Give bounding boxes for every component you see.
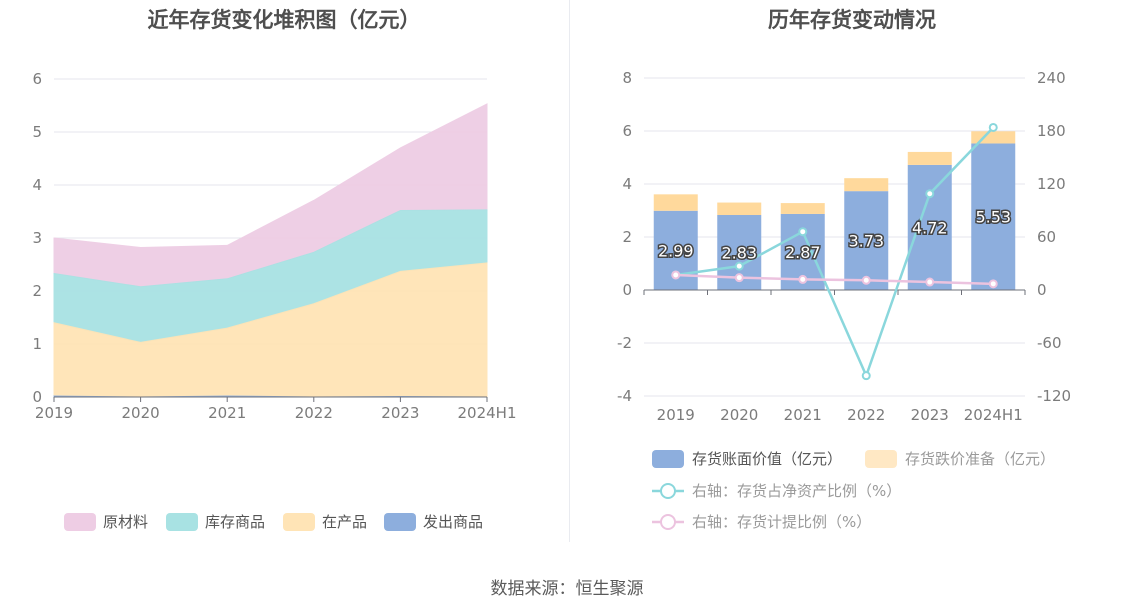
bar-value-label: 2.83: [721, 244, 757, 263]
line-point-provision: [734, 273, 744, 283]
right-chart-title: 历年存货变动情况: [768, 8, 936, 32]
line-point-provision: [925, 277, 935, 287]
bar-line-chart: -4 -2 0 2 4 6 8 -120 -60 0 60 120 180 240 2019 2020 2021…: [617, 69, 1071, 531]
y-tick-label: 2: [622, 228, 632, 246]
y-tick-label: 0: [622, 281, 632, 299]
legend-label-provision: 右轴：存货计提比例（%）: [692, 513, 871, 531]
y-tick-label: -2: [617, 334, 632, 352]
stacked-area-panel: 近年存货变化堆积图（亿元） 0 1 2 3 4 5 6 2019 2020 2021 2022 202…: [0, 0, 568, 560]
line-point-provision: [671, 270, 681, 280]
line-netAsset: [675, 126, 995, 380]
y-tick-label: 0: [32, 388, 42, 406]
panel-divider: [569, 0, 570, 542]
y2-tick-label: -60: [1037, 334, 1062, 352]
bar-book-value: [907, 164, 952, 290]
y-tick-label: 6: [32, 70, 42, 88]
x-tick-label: 2020: [720, 406, 758, 424]
y-tick-label: 5: [32, 123, 42, 141]
bar-impairment: [907, 151, 952, 165]
bar-impairment: [780, 203, 825, 214]
bar-book-value: [844, 191, 889, 290]
bar-impairment: [844, 178, 889, 192]
legend-marker-netAsset: [660, 483, 676, 499]
line-point-provision: [988, 279, 998, 289]
x-tick-label: 2020: [122, 404, 160, 422]
legend-label-impair: 存货跌价准备（亿元）: [905, 450, 1055, 468]
y-tick-label: 1: [32, 335, 42, 353]
y-tick-label: -4: [617, 387, 632, 405]
legend-label-book: 存货账面价值（亿元）: [692, 450, 842, 468]
line-point-netAsset: [861, 371, 871, 381]
line-provision: [675, 273, 994, 286]
y-tick-label: 2: [32, 282, 42, 300]
line-point-netAsset: [734, 261, 744, 271]
x-tick-label: 2022: [847, 406, 885, 424]
legend-swatch-shipped: [384, 513, 416, 531]
legend-label-shipped: 发出商品: [423, 513, 483, 531]
legend-label-raw: 原材料: [103, 513, 148, 531]
x-tick-label: 2024H1: [964, 406, 1023, 424]
legend-marker-provision: [660, 514, 676, 530]
y-tick-label: 8: [622, 69, 632, 87]
legend-label-netAsset: 右轴：存货占净资产比例（%）: [692, 482, 901, 500]
y2-tick-label: 240: [1037, 69, 1066, 87]
x-tick-label: 2023: [381, 404, 419, 422]
legend-label-inventory: 库存商品: [205, 513, 265, 531]
bar-value-label: 4.72: [912, 218, 948, 237]
data-source: 数据来源：恒生聚源: [490, 579, 644, 599]
x-tick-label: 2019: [35, 404, 73, 422]
line-point-netAsset: [988, 122, 998, 132]
x-tick-label: 2022: [295, 404, 333, 422]
legend-swatch-wip: [283, 513, 315, 531]
bar-impairment: [971, 131, 1016, 144]
y-tick-label: 4: [622, 175, 632, 193]
bar-line-panel: 历年存货变动情况 -4 -2 0 2 4 6 8 -120 -60 0 60 120 180 240 201…: [570, 0, 1134, 560]
legend-swatch-inventory: [166, 513, 198, 531]
x-tick-label: 2023: [911, 406, 949, 424]
y2-tick-label: 180: [1037, 122, 1066, 140]
x-tick-label: 2021: [784, 406, 822, 424]
x-tick-label: 2021: [208, 404, 246, 422]
bar-book-value: [971, 143, 1016, 290]
y-tick-label: 3: [32, 229, 42, 247]
bar-impairment: [717, 202, 762, 216]
legend-swatch-impair: [865, 450, 897, 468]
y2-tick-label: 60: [1037, 228, 1056, 246]
left-chart-title: 近年存货变化堆积图（亿元）: [147, 8, 421, 32]
y2-tick-label: 0: [1037, 281, 1047, 299]
line-point-netAsset: [925, 189, 935, 199]
y2-tick-label: 120: [1037, 175, 1066, 193]
legend-swatch-raw: [64, 513, 96, 531]
bar-value-label: 2.87: [785, 243, 821, 262]
stacked-area-chart: 0 1 2 3 4 5 6 2019 2020 2021 2022 2023 2024H1 原材料 库存商品…: [32, 70, 517, 531]
bar-value-label: 3.73: [848, 232, 884, 251]
legend-swatch-book: [652, 450, 684, 468]
line-point-provision: [798, 274, 808, 284]
y-tick-label: 6: [622, 122, 632, 140]
line-point-provision: [861, 275, 871, 285]
y-tick-label: 4: [32, 176, 42, 194]
legend-label-wip: 在产品: [322, 513, 367, 531]
bar-impairment: [653, 194, 698, 211]
bar-value-label: 5.53: [975, 208, 1011, 227]
bar-value-label: 2.99: [658, 241, 694, 260]
y2-tick-label: -120: [1037, 387, 1071, 405]
x-tick-label: 2019: [657, 406, 695, 424]
line-point-netAsset: [798, 227, 808, 237]
x-tick-label: 2024H1: [458, 404, 517, 422]
